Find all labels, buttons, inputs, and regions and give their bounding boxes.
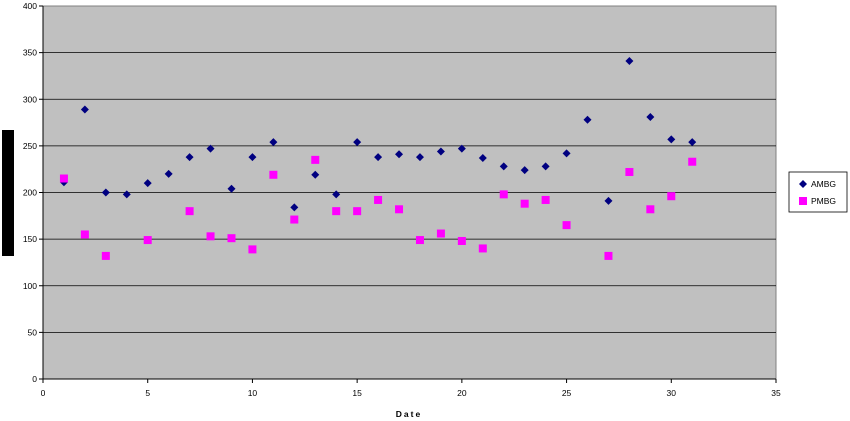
pmbg-point [143,236,152,245]
ambg-point [269,138,278,147]
ambg-point [374,153,383,162]
pmbg-point [185,207,194,216]
x-tick-label: 20 [457,388,467,398]
ambg-point [101,188,110,197]
pmbg-point [457,236,466,245]
x-tick-label: 25 [562,388,572,398]
ambg-point [457,144,466,153]
pmbg-point [478,244,487,253]
ambg-point [541,162,550,171]
pmbg-point [395,205,404,214]
legend-box [788,171,848,213]
pmbg-point [269,170,278,179]
legend-item-pmbg: PMBG [799,196,836,206]
ambg-point [562,149,571,158]
pmbg-point [353,207,362,216]
ambg-point [185,153,194,162]
pmbg-point [80,230,89,239]
ambg-point [436,147,445,156]
ambg-point [227,184,236,193]
pmbg-point [562,221,571,230]
ambg-point [688,138,697,147]
ambg-point [311,170,320,179]
pmbg-point [206,232,215,241]
ticks: 0 50 100 150 200 250 300 350 400 0 5 10 15 20 25 30 35 [23,1,781,398]
ambg-point [353,138,362,147]
pmbg-point [646,205,655,214]
pmbg-point [59,174,68,183]
ambg-point [625,57,634,66]
gridlines [43,52,776,333]
ambg-point [667,135,676,144]
ambg-point [332,190,341,199]
pmbg-point [101,251,110,260]
y-tick-label: 150 [23,234,37,244]
ambg-point [520,166,529,175]
ambg-point [478,153,487,162]
x-tick-label: 5 [145,388,150,398]
y-tick-label: 400 [23,1,37,11]
pmbg-point [520,199,529,208]
y-tick-label: 0 [32,374,37,384]
ambg-point [122,190,131,199]
ambg-point [80,105,89,114]
y-tick-label: 350 [23,48,37,58]
ambg-point [206,144,215,153]
y-tick-label: 250 [23,141,37,151]
ambg-point [248,153,257,162]
pmbg-point [625,167,634,176]
pmbg-point [604,251,613,260]
pmbg-point [290,215,299,224]
ambg-point [604,196,613,205]
y-tick-label: 100 [23,281,37,291]
left-edge-bar [2,130,14,256]
pmbg-point [436,229,445,238]
legend: AMBG PMBG [788,171,848,213]
legend-marker-pmbg [799,197,807,205]
x-tick-label: 10 [248,388,258,398]
ambg-point [395,150,404,159]
pmbg-point [667,192,676,201]
ambg-point [583,115,592,124]
pmbg-point [415,236,424,245]
pmbg-point [311,155,320,164]
legend-label-ambg: AMBG [811,179,836,189]
ambg-point [164,169,173,178]
y-tick-label: 50 [28,327,38,337]
y-tick-label: 300 [23,94,37,104]
series-pmbg [59,155,697,260]
ambg-point [499,162,508,171]
ambg-point [646,112,655,121]
pmbg-point [227,234,236,243]
ambg-point [290,203,299,212]
ambg-point [143,179,152,188]
ambg-point [415,153,424,162]
legend-item-ambg: AMBG [799,179,836,189]
x-tick-label: 15 [352,388,362,398]
x-tick-label: 35 [771,388,781,398]
x-tick-label: 0 [41,388,46,398]
pmbg-point [541,195,550,204]
legend-marker-ambg [799,180,807,188]
series-points [59,57,697,260]
pmbg-point [374,195,383,204]
x-axis-title: Date [396,409,422,419]
x-tick-label: 30 [667,388,677,398]
y-tick-label: 200 [23,188,37,198]
pmbg-point [499,190,508,199]
pmbg-point [688,157,697,166]
legend-label-pmbg: PMBG [811,196,836,206]
pmbg-point [248,245,257,254]
pmbg-point [332,207,341,216]
